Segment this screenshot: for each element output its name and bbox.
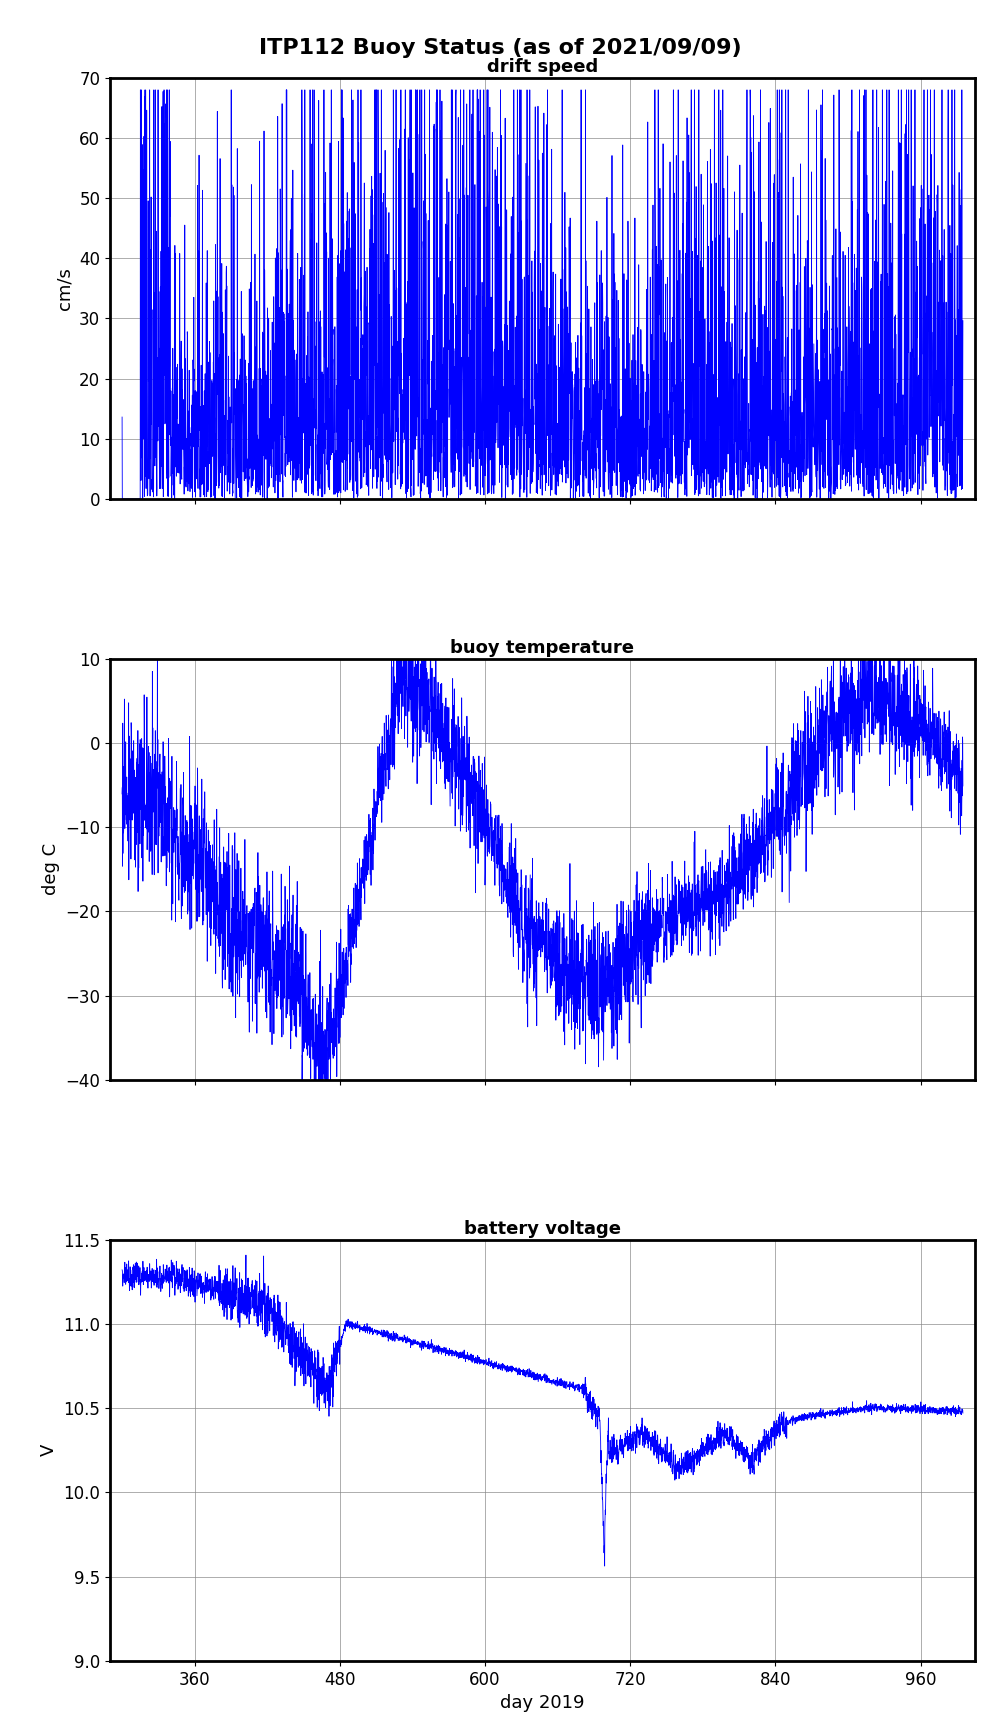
Y-axis label: deg C: deg C [42, 843, 60, 896]
Title: battery voltage: battery voltage [464, 1220, 621, 1239]
X-axis label: day 2019: day 2019 [500, 1694, 585, 1713]
Y-axis label: cm/s: cm/s [56, 266, 74, 310]
Title: buoy temperature: buoy temperature [450, 640, 635, 657]
Title: drift speed: drift speed [487, 59, 598, 76]
Y-axis label: V: V [40, 1445, 58, 1457]
Text: ITP112 Buoy Status (as of 2021/09/09): ITP112 Buoy Status (as of 2021/09/09) [259, 38, 741, 59]
